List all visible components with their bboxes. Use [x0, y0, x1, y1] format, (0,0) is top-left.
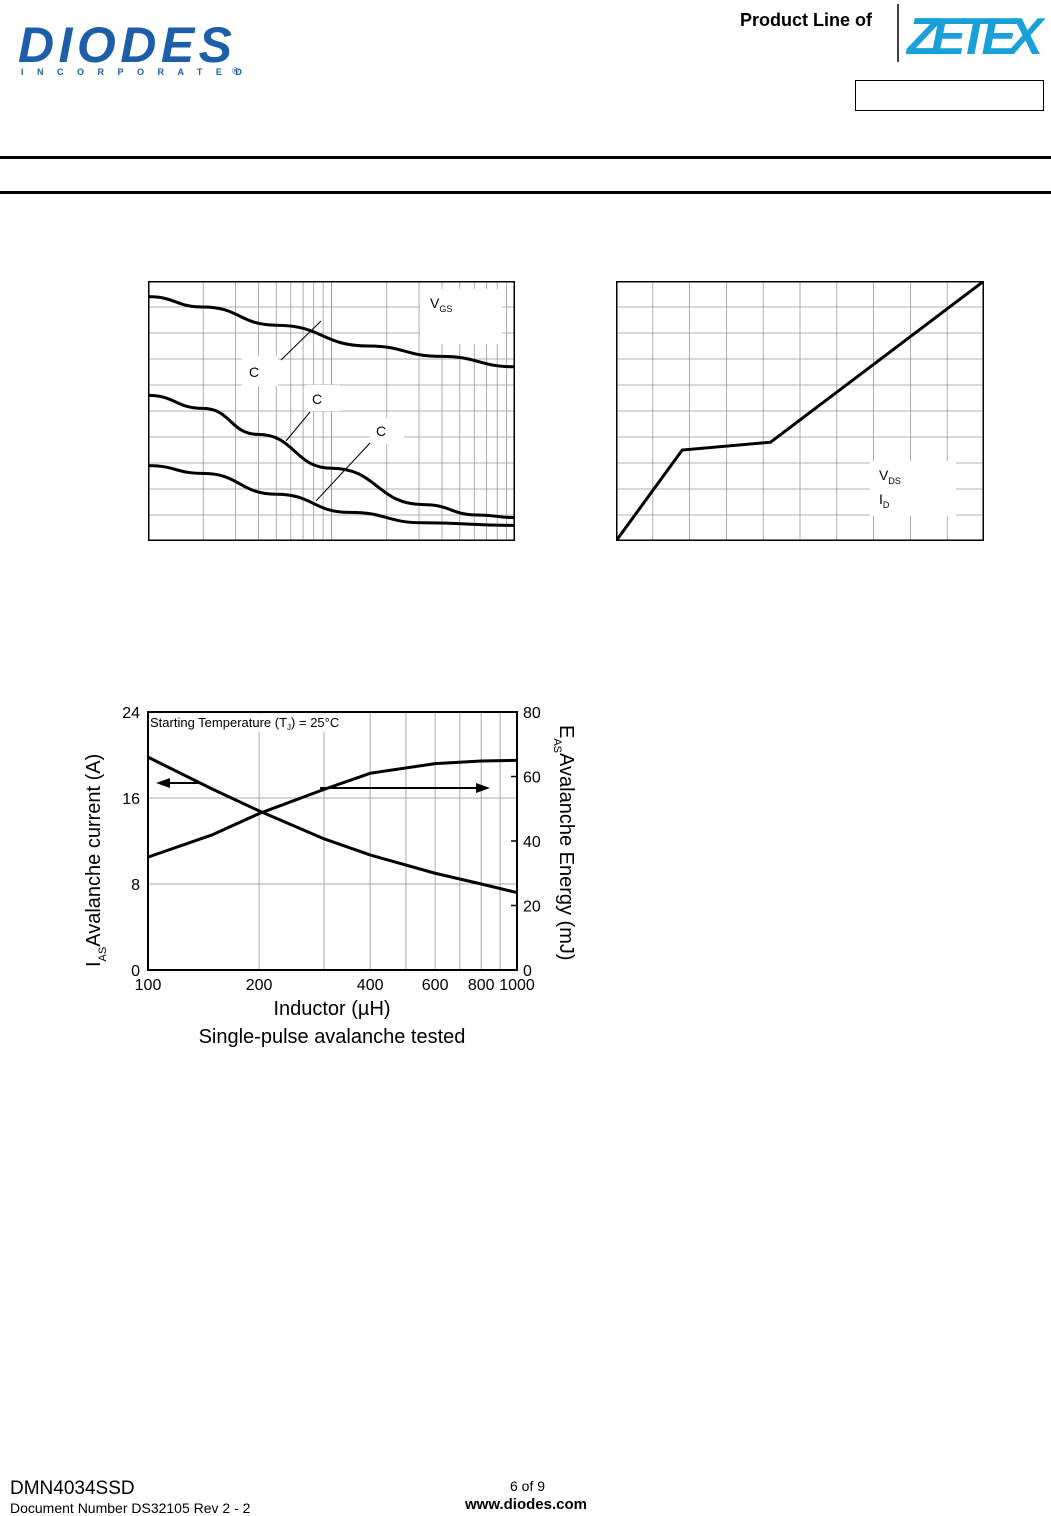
brand-name: DIODES [18, 18, 232, 73]
x-tick-label: 100 [135, 977, 162, 994]
curve-label-1: C [249, 364, 259, 380]
y-left-tick-label: 8 [131, 877, 140, 894]
gate-charge-chart: VDS ID [616, 281, 984, 541]
y-right-tick-label: 40 [523, 834, 541, 851]
vds-label: VDS [879, 467, 901, 486]
product-line-label: Product Line of [740, 10, 872, 30]
curve-label-2: C [312, 391, 322, 407]
avalanche-energy-curve [147, 758, 518, 859]
starting-temperature-note: Starting Temperature (TJ) = 25°C [150, 715, 339, 732]
label-bg [150, 714, 360, 732]
x-axis-label: Inductor (µH) [273, 998, 390, 1020]
id-label: ID [879, 491, 890, 510]
y-right-tick-label: 0 [523, 963, 532, 980]
footer-page-number: 6 of 9 [510, 1478, 546, 1494]
y-right-tick-label: 80 [523, 705, 541, 722]
footer-website-link[interactable]: www.diodes.com [465, 1496, 587, 1513]
label-bg [242, 356, 278, 386]
avalanche-current-curve [147, 755, 518, 895]
arrow-right-head-icon [476, 783, 490, 793]
diodes-logo: DIODES INCORPORATED ® [18, 18, 248, 77]
x-tick-label: 600 [422, 977, 449, 994]
capacitance-curve [148, 295, 515, 369]
header-rule-bottom [0, 191, 1051, 194]
capacitance-curve [148, 393, 515, 520]
y-left-tick-label: 24 [122, 705, 140, 722]
y-right-tick-label: 20 [523, 899, 541, 916]
plot-frame [148, 281, 515, 541]
x-tick-label: 400 [357, 977, 384, 994]
header-rule-top [0, 156, 1051, 159]
capacitance-curve [148, 464, 515, 527]
registered-mark: ® [232, 66, 239, 76]
zetex-logo: ZETEX [897, 4, 1046, 62]
gate-charge-curve [616, 281, 984, 541]
leader-line-1 [280, 320, 322, 361]
zetex-brand: ZETEX [905, 8, 1046, 62]
x-tick-label: 800 [468, 977, 495, 994]
curve-label-3: C [376, 423, 386, 439]
label-bg [420, 289, 502, 344]
x-tick-label: 200 [246, 977, 273, 994]
tick-labels: 0 8 16 24 0 20 40 60 80 100 200 400 600 800 1000 [122, 705, 541, 994]
y-left-axis-label: IASAvalanche current (A) [83, 754, 109, 967]
chart-caption: Single-pulse avalanche tested [199, 1026, 466, 1048]
chart-curves [148, 295, 515, 527]
leader-line-3 [315, 442, 371, 502]
chart-curves [147, 755, 518, 895]
x-tick-label: 1000 [499, 977, 535, 994]
arrow-left-head-icon [156, 778, 170, 788]
brand-subtitle: INCORPORATED [21, 67, 248, 77]
blank-box [855, 80, 1044, 111]
capacitance-chart: VGS C C C [148, 281, 515, 541]
y-left-tick-label: 0 [131, 963, 140, 980]
y-right-axis-label: EASAvalanche Energy (mJ) [551, 725, 577, 961]
avalanche-chart: Starting Temperature (TJ) = 25°C 0816240… [83, 705, 577, 1048]
y-right-tick-label: 60 [523, 770, 541, 787]
label-bg [870, 461, 956, 516]
footer-part-number: DMN4034SSD [10, 1478, 135, 1499]
label-bg [370, 418, 404, 444]
vgs-label: VGS [430, 295, 452, 314]
chart-grid [616, 281, 984, 541]
footer-document-number: Document Number DS32105 Rev 2 - 2 [10, 1500, 251, 1516]
leader-line-2 [285, 411, 311, 442]
y-left-tick-label: 16 [122, 791, 140, 808]
label-bg [306, 385, 340, 411]
plot-frame [616, 281, 984, 541]
